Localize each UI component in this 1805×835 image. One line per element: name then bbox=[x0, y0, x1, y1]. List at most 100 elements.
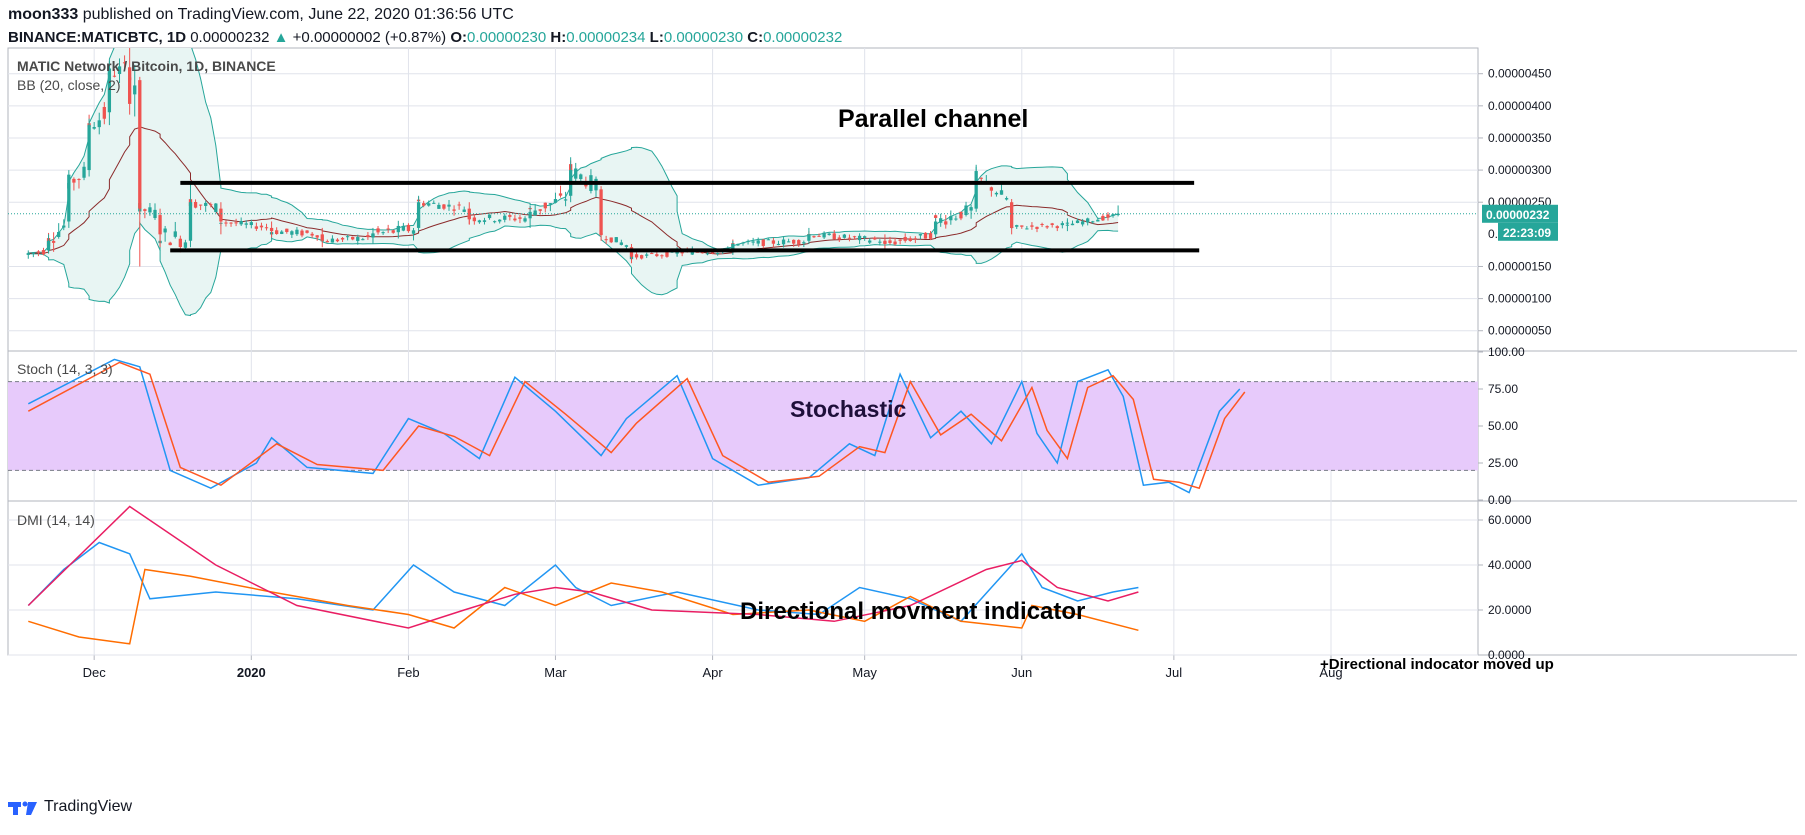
candle-body bbox=[999, 190, 1004, 195]
candle-body bbox=[188, 202, 193, 241]
candle-body bbox=[300, 230, 304, 236]
stoch-axis-label: 25.00 bbox=[1488, 456, 1518, 470]
candle-body bbox=[928, 233, 933, 239]
candle-body bbox=[563, 199, 568, 201]
candle-body bbox=[219, 208, 223, 222]
price-axis-label: 0.00000400 bbox=[1488, 99, 1552, 113]
dmi-plus-line bbox=[27, 541, 1139, 623]
candle-body bbox=[133, 85, 137, 95]
publish-text: published on TradingView.com, June 22, 2… bbox=[78, 6, 514, 23]
candle-body bbox=[827, 233, 831, 236]
candle-body bbox=[639, 255, 644, 259]
candle-body bbox=[72, 178, 76, 183]
candle-body bbox=[705, 253, 710, 255]
candle-body bbox=[472, 217, 476, 222]
price-change: +0.00000002 (+0.87%) bbox=[292, 29, 447, 46]
bb-basis bbox=[27, 125, 1119, 255]
high-label: H: bbox=[550, 29, 567, 46]
candle-body bbox=[614, 237, 618, 243]
candle-body bbox=[204, 202, 208, 206]
author-name[interactable]: moon333 bbox=[8, 6, 79, 23]
stoch-axis-label: 0.00 bbox=[1488, 493, 1512, 507]
candle-body bbox=[158, 215, 162, 235]
candle-body bbox=[817, 235, 821, 237]
candle-body bbox=[117, 66, 122, 75]
candle-body bbox=[234, 222, 238, 224]
candle-body bbox=[447, 204, 451, 207]
candle-body bbox=[128, 67, 132, 81]
candle-body bbox=[467, 208, 471, 219]
candle-body bbox=[508, 215, 512, 217]
candle-body bbox=[528, 211, 532, 219]
candle-body bbox=[487, 214, 492, 219]
candle-body bbox=[832, 233, 836, 240]
time-axis-label: Jul bbox=[1166, 665, 1183, 680]
candle-body bbox=[366, 235, 370, 238]
candle-body bbox=[254, 226, 259, 229]
main-title: MATIC Network / Bitcoin, 1D, BINANCE bbox=[17, 58, 276, 74]
time-axis-label: Mar bbox=[544, 665, 567, 680]
candle-body bbox=[1040, 224, 1044, 226]
candle-body bbox=[797, 240, 801, 245]
candle-body bbox=[102, 106, 106, 119]
candle-body bbox=[1050, 223, 1054, 225]
candle-body bbox=[107, 73, 112, 113]
candle-body bbox=[87, 125, 91, 171]
stoch-band-fill bbox=[8, 381, 1478, 471]
close-value: 0.00000232 bbox=[763, 29, 843, 46]
candle-body bbox=[411, 230, 416, 234]
dmi-minus-line bbox=[28, 568, 1139, 645]
candle-body bbox=[62, 225, 66, 228]
candle-body bbox=[198, 204, 203, 206]
low-value: 0.00000230 bbox=[663, 29, 744, 46]
price-axis-label: 0.00000300 bbox=[1488, 163, 1552, 177]
candle-body bbox=[224, 222, 228, 224]
price-axis-label: 0.00000150 bbox=[1488, 259, 1552, 273]
candle-body bbox=[756, 240, 760, 244]
candle-body bbox=[1091, 221, 1095, 223]
time-axis-label: May bbox=[852, 665, 877, 680]
bb-lower-band bbox=[27, 221, 1119, 317]
bb-upper-band bbox=[27, 48, 1119, 254]
candle-body bbox=[898, 239, 902, 241]
candle-body bbox=[548, 203, 553, 205]
countdown-badge bbox=[1498, 222, 1558, 241]
open-value: 0.00000230 bbox=[466, 29, 547, 46]
dmi-axis-label: 60.0000 bbox=[1488, 513, 1532, 527]
candle-body bbox=[1075, 220, 1080, 223]
candle-body bbox=[26, 253, 30, 255]
candle-body bbox=[888, 240, 892, 243]
candle-body bbox=[148, 207, 152, 213]
candle-body bbox=[878, 241, 882, 243]
candle-body bbox=[604, 239, 608, 241]
candle-body bbox=[1025, 228, 1029, 230]
candle-body bbox=[97, 120, 101, 128]
candle-body bbox=[57, 231, 61, 237]
candle-body bbox=[675, 252, 679, 254]
time-axis-label: Apr bbox=[702, 665, 723, 680]
candle-body bbox=[351, 236, 355, 240]
footer-brand[interactable]: TradingView bbox=[44, 798, 133, 815]
candle-body bbox=[193, 201, 198, 208]
last-price-badge bbox=[1482, 204, 1558, 223]
candle-body bbox=[538, 209, 542, 211]
candle-body bbox=[335, 239, 340, 242]
candle-body bbox=[959, 211, 963, 219]
candle-body bbox=[401, 225, 406, 231]
candle-body bbox=[143, 209, 147, 211]
change-arrow-icon: ▲ bbox=[273, 29, 289, 46]
candle-body bbox=[776, 243, 781, 245]
candle-body bbox=[381, 232, 385, 234]
candle-body bbox=[1045, 226, 1049, 228]
candle-body bbox=[868, 240, 872, 243]
candle-body bbox=[214, 203, 218, 213]
candle-body bbox=[269, 227, 274, 232]
candle-body bbox=[645, 254, 649, 256]
candle-body bbox=[1096, 219, 1100, 222]
candle-body bbox=[518, 217, 522, 219]
candle-body bbox=[280, 231, 284, 234]
candle-body bbox=[1111, 214, 1115, 216]
candle-body bbox=[908, 238, 912, 241]
candle-body bbox=[1010, 202, 1014, 228]
